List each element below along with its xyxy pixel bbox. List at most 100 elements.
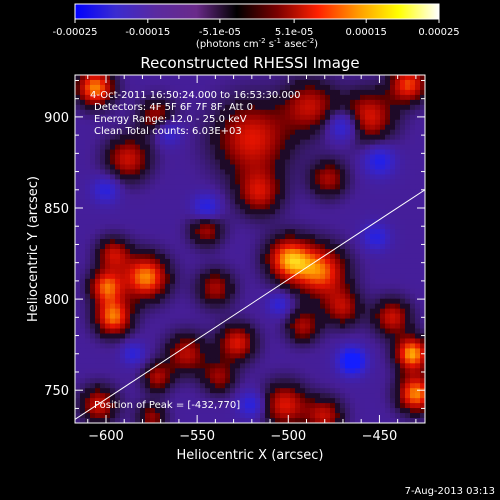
- heatmap-cell: [315, 363, 321, 369]
- heatmap-cell: [275, 338, 281, 345]
- heatmap-cell: [325, 278, 331, 285]
- heatmap-cell: [265, 378, 271, 384]
- heatmap-cell: [180, 219, 186, 225]
- heatmap-cell: [90, 293, 96, 300]
- heatmap-cell: [315, 293, 321, 300]
- heatmap-cell: [220, 129, 226, 136]
- heatmap-cell: [205, 288, 211, 295]
- heatmap-cell: [180, 124, 186, 131]
- heatmap-cell: [375, 229, 381, 235]
- heatmap-cell: [130, 109, 136, 116]
- heatmap-cell: [85, 383, 91, 389]
- heatmap-cell: [175, 214, 181, 220]
- heatmap-cell: [260, 144, 266, 151]
- heatmap-cell: [195, 184, 201, 190]
- heatmap-cell: [250, 119, 256, 126]
- heatmap-cell: [385, 283, 391, 290]
- heatmap-cell: [185, 313, 191, 320]
- heatmap-cell: [410, 393, 416, 399]
- heatmap-cell: [115, 164, 121, 171]
- heatmap-cell: [315, 209, 321, 215]
- heatmap-cell: [150, 353, 156, 359]
- heatmap-cell: [100, 378, 106, 384]
- heatmap-cell: [365, 214, 371, 220]
- heatmap-cell: [180, 239, 186, 245]
- heatmap-cell: [420, 94, 425, 101]
- heatmap-cell: [260, 224, 266, 230]
- heatmap-cell: [150, 94, 156, 101]
- heatmap-cell: [275, 169, 281, 176]
- heatmap-cell: [365, 94, 371, 101]
- heatmap-cell: [200, 318, 206, 325]
- heatmap-cell: [155, 288, 161, 295]
- heatmap-cell: [125, 154, 131, 161]
- heatmap-cell: [335, 189, 341, 195]
- heatmap-cell: [95, 368, 101, 374]
- heatmap-cell: [260, 378, 266, 384]
- heatmap-cell: [100, 184, 106, 190]
- heatmap-cell: [370, 318, 376, 325]
- heatmap-cell: [150, 258, 156, 265]
- heatmap-cell: [400, 398, 406, 404]
- heatmap-cell: [300, 368, 306, 374]
- heatmap-cell: [200, 393, 206, 399]
- heatmap-cell: [90, 268, 96, 275]
- heatmap-cell: [310, 363, 316, 369]
- heatmap-cell: [280, 373, 286, 379]
- heatmap-cell: [190, 249, 196, 255]
- heatmap-cell: [165, 199, 171, 205]
- heatmap-cell: [350, 418, 356, 423]
- heatmap-cell: [345, 199, 351, 205]
- colorbar-tick-label: -0.00025: [53, 27, 98, 38]
- heatmap-cell: [115, 134, 121, 141]
- heatmap-cell: [100, 204, 106, 210]
- heatmap-cell: [305, 224, 311, 230]
- heatmap-cell: [115, 348, 121, 354]
- heatmap-cell: [375, 258, 381, 265]
- heatmap-cell: [75, 224, 81, 230]
- heatmap-cell: [370, 79, 376, 86]
- heatmap-cell: [420, 169, 425, 176]
- heatmap-cell: [240, 149, 246, 156]
- heatmap-cell: [335, 159, 341, 166]
- heatmap-cell: [250, 393, 256, 399]
- heatmap-cell: [150, 273, 156, 280]
- heatmap-cell: [140, 298, 146, 305]
- heatmap-cell: [340, 134, 346, 141]
- heatmap-cell: [205, 184, 211, 190]
- heatmap-cell: [400, 199, 406, 205]
- heatmap-cell: [240, 373, 246, 379]
- heatmap-cell: [385, 189, 391, 195]
- heatmap-cell: [210, 239, 216, 245]
- heatmap-cell: [340, 149, 346, 156]
- heatmap-cell: [315, 104, 321, 111]
- heatmap-cell: [380, 418, 386, 423]
- heatmap-cell: [335, 234, 341, 240]
- heatmap-cell: [220, 293, 226, 300]
- heatmap-cell: [185, 353, 191, 359]
- heatmap-cell: [305, 124, 311, 131]
- heatmap-cell: [220, 383, 226, 389]
- heatmap-cell: [415, 293, 421, 300]
- heatmap-cell: [155, 229, 161, 235]
- heatmap-cell: [130, 263, 136, 270]
- heatmap-cell: [345, 283, 351, 290]
- heatmap-cell: [400, 184, 406, 190]
- heatmap-cell: [90, 224, 96, 230]
- heatmap-cell: [90, 368, 96, 374]
- heatmap-cell: [285, 368, 291, 374]
- heatmap-cell: [140, 303, 146, 310]
- heatmap-cell: [245, 75, 251, 81]
- heatmap-cell: [350, 343, 356, 350]
- heatmap-cell: [115, 308, 121, 315]
- heatmap-cell: [230, 219, 236, 225]
- heatmap-cell: [80, 219, 86, 225]
- heatmap-cell: [340, 144, 346, 151]
- heatmap-cell: [160, 154, 166, 161]
- heatmap-cell: [410, 174, 416, 180]
- heatmap-cell: [130, 293, 136, 300]
- heatmap-cell: [395, 398, 401, 404]
- heatmap-cell: [320, 209, 326, 215]
- heatmap-cell: [300, 313, 306, 320]
- heatmap-cell: [100, 139, 106, 146]
